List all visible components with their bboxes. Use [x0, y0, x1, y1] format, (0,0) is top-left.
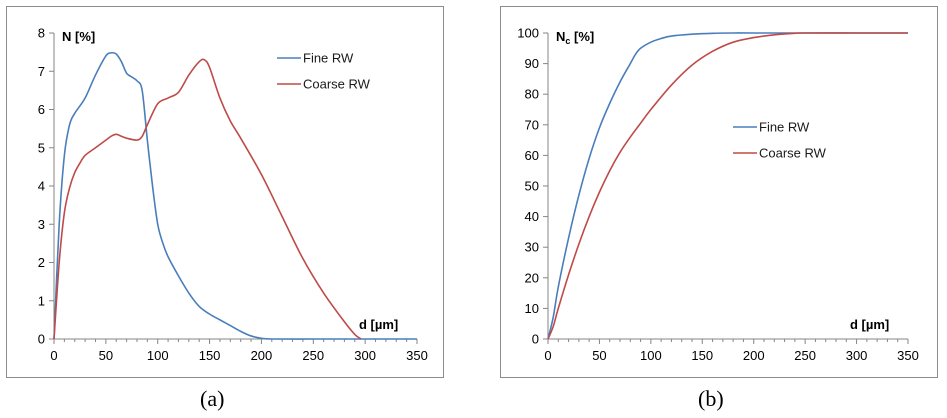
chart-b-x-tick-label: 350	[897, 348, 919, 363]
caption-b: (b)	[698, 386, 724, 411]
chart-a-x-tick-label: 100	[147, 348, 169, 363]
chart-a-x-tick-label: 150	[199, 348, 221, 363]
chart-a-x-tick-label: 50	[99, 348, 113, 363]
chart-b-y-tick-label: 90	[525, 56, 539, 71]
chart-b-ylabel: Nc [%]	[556, 29, 594, 46]
chart-panel-a: 0 1 2 3 4 5 6 7 8 0 50 100 150 200 250 300 350 N [%] d [µm…	[6, 6, 444, 378]
chart-a-y-tick-label: 7	[38, 64, 45, 79]
chart-b-xlabel: d [µm]	[850, 317, 889, 332]
caption-a: (a)	[200, 386, 225, 411]
chart-a-ylabel: N [%]	[62, 29, 95, 44]
chart-b-svg: 0 10 20 30 40 50 60 70 80 90 100 0 50 100 150 200 250 300…	[517, 26, 919, 364]
chart-a-y-tick-label: 8	[38, 26, 45, 41]
chart-b-y-tick-label: 40	[525, 209, 539, 224]
chart-a-y-tick-label: 6	[38, 102, 45, 117]
chart-a-y-tick-label: 4	[38, 179, 45, 194]
chart-b-x-tick-label: 50	[592, 348, 606, 363]
chart-b-x-tick-label: 150	[691, 348, 713, 363]
chart-b-x-tick-label: 300	[846, 348, 868, 363]
chart-b-y-tick-label: 20	[525, 270, 539, 285]
chart-b-x-tick-label: 100	[640, 348, 662, 363]
chart-b-ylabel-main: N	[556, 29, 565, 44]
chart-b-x-tick-label: 200	[743, 348, 765, 363]
chart-a-x-tick-label: 350	[406, 348, 428, 363]
chart-b-x-tick-label: 250	[794, 348, 816, 363]
chart-b-y-tick-label: 50	[525, 179, 539, 194]
chart-a-x-tick-label: 300	[354, 348, 376, 363]
chart-a-y-tick-label: 2	[38, 255, 45, 270]
chart-a-x-tick-label: 250	[302, 348, 324, 363]
chart-b-ylabel-sub: c	[565, 36, 570, 46]
chart-a-svg: 0 1 2 3 4 5 6 7 8 0 50 100 150 200 250 300 350 N [%] d [µm…	[38, 26, 428, 364]
chart-b-ylabel-unit: [%]	[570, 29, 594, 44]
chart-b-legend-label-coarse: Coarse RW	[759, 146, 827, 161]
chart-b-y-tick-label: 60	[525, 148, 539, 163]
chart-b-series-coarse-line	[547, 32, 908, 340]
chart-b-y-tick-label: 0	[532, 332, 539, 347]
chart-a-y-tick-label: 5	[38, 140, 45, 155]
chart-a-x-tick-label: 0	[50, 348, 57, 363]
chart-a-y-tick-label: 1	[38, 293, 45, 308]
chart-a-x-tick-label: 200	[251, 348, 273, 363]
chart-a-legend-label-fine: Fine RW	[303, 51, 354, 66]
chart-a-series-fine-line	[53, 51, 417, 340]
chart-b-y-tick-label: 10	[525, 301, 539, 316]
chart-a-xlabel: d [µm]	[359, 317, 398, 332]
chart-b-y-tick-label: 100	[517, 26, 539, 41]
chart-b-x-tick-label: 0	[544, 348, 551, 363]
chart-panel-b: 0 10 20 30 40 50 60 70 80 90 100 0 50 100 150 200 250 300…	[500, 6, 938, 378]
chart-b-y-tick-label: 30	[525, 240, 539, 255]
chart-a-series-coarse-line	[53, 58, 362, 340]
chart-b-series-fine-line	[547, 32, 908, 340]
chart-a-y-tick-label: 0	[38, 332, 45, 347]
chart-a-legend-label-coarse: Coarse RW	[303, 77, 371, 92]
chart-b-y-tick-label: 80	[525, 87, 539, 102]
chart-b-legend-label-fine: Fine RW	[759, 120, 810, 135]
chart-a-y-tick-label: 3	[38, 217, 45, 232]
chart-b-y-tick-label: 70	[525, 117, 539, 132]
